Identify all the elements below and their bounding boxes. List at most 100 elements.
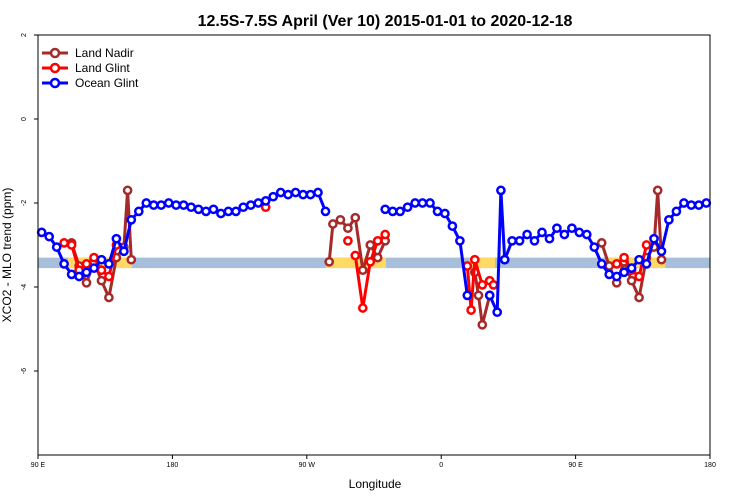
data-point-land-glint	[634, 271, 644, 282]
data-point-ocean-glint	[171, 200, 181, 210]
data-point-land-nadir	[634, 292, 644, 303]
x-tick-label: 90 E	[31, 462, 46, 469]
data-point-ocean-glint	[387, 206, 398, 217]
data-point-land-glint	[96, 265, 107, 276]
data-point-ocean-glint	[260, 196, 271, 206]
data-point-land-nadir	[104, 292, 114, 303]
data-point-land-glint	[350, 250, 361, 261]
data-point-land-nadir	[350, 212, 361, 223]
legend-label-ocean-glint: Ocean Glint	[75, 76, 139, 90]
data-point-ocean-glint	[440, 208, 450, 219]
data-point-land-glint	[89, 252, 99, 263]
data-point-land-glint	[380, 229, 391, 240]
data-point-land-glint	[372, 235, 383, 246]
data-point-land-nadir	[96, 275, 107, 286]
data-point-ocean-glint	[313, 187, 323, 198]
data-point-ocean-glint	[455, 235, 465, 246]
data-point-ocean-glint	[156, 200, 167, 210]
data-point-ocean-glint	[148, 200, 159, 210]
y-axis-ticks: 2 0 -2 -4 -6	[21, 33, 38, 374]
data-point-ocean-glint	[496, 185, 506, 196]
data-point-land-nadir	[656, 254, 667, 265]
data-point-ocean-glint	[193, 204, 204, 215]
data-point-ocean-glint	[104, 259, 114, 269]
data-point-land-glint	[343, 235, 353, 246]
data-point-ocean-glint	[425, 198, 435, 208]
y-tick-label: -4	[21, 284, 28, 290]
data-point-ocean-glint	[163, 198, 174, 208]
series-ocean-glint	[36, 185, 712, 318]
data-point-ocean-glint	[89, 263, 99, 273]
data-point-ocean-glint	[611, 271, 622, 282]
legend: Land Nadir Land Glint Ocean Glint	[42, 46, 139, 90]
data-point-ocean-glint	[96, 254, 107, 265]
legend-marker-land-glint	[49, 62, 61, 74]
x-tick-label: 90 W	[299, 462, 316, 469]
data-point-land-glint	[357, 303, 368, 313]
land-band-3	[469, 257, 495, 269]
data-point-land-glint	[365, 256, 376, 267]
data-point-ocean-glint	[552, 223, 562, 234]
data-point-land-glint	[641, 240, 652, 250]
data-point-land-glint	[488, 280, 499, 290]
legend-item-land-nadir: Land Nadir	[42, 46, 134, 60]
data-point-land-nadir	[81, 277, 92, 288]
data-point-ocean-glint	[581, 229, 592, 240]
data-point-ocean-glint	[679, 198, 689, 208]
data-point-ocean-glint	[238, 202, 249, 213]
y-tick-label: 0	[21, 117, 28, 121]
data-point-ocean-glint	[81, 267, 92, 278]
data-point-ocean-glint	[664, 214, 674, 225]
data-point-ocean-glint	[208, 204, 219, 215]
data-point-land-glint	[81, 259, 92, 269]
data-point-ocean-glint	[290, 187, 301, 198]
legend-label-land-glint: Land Glint	[75, 61, 130, 75]
data-point-ocean-glint	[66, 269, 77, 280]
data-point-ocean-glint	[36, 227, 47, 238]
data-point-ocean-glint	[216, 208, 226, 219]
data-point-ocean-glint	[223, 206, 234, 217]
data-point-ocean-glint	[619, 267, 629, 278]
plot-series	[36, 185, 712, 330]
data-point-ocean-glint	[641, 259, 652, 269]
data-point-ocean-glint	[51, 242, 62, 252]
data-point-ocean-glint	[410, 198, 420, 208]
data-point-ocean-glint	[589, 242, 600, 252]
data-point-ocean-glint	[604, 269, 615, 280]
data-point-land-nadir	[126, 254, 137, 265]
data-point-land-nadir	[372, 252, 383, 263]
data-point-ocean-glint	[275, 187, 286, 198]
legend-marker-land-nadir	[49, 47, 61, 59]
data-point-ocean-glint	[395, 206, 405, 217]
y-axis-label: XCO2 - MLO trend (ppm)	[0, 188, 14, 323]
data-point-ocean-glint	[305, 189, 316, 200]
data-point-land-nadir	[335, 214, 346, 225]
legend-label-land-nadir: Land Nadir	[75, 46, 134, 60]
data-point-ocean-glint	[649, 233, 659, 244]
data-point-ocean-glint	[447, 221, 458, 231]
data-point-ocean-glint	[626, 263, 637, 273]
data-point-land-nadir	[343, 223, 353, 234]
y-tick-label: -6	[21, 368, 28, 374]
data-point-land-glint	[469, 254, 480, 265]
y-tick-label: 2	[21, 33, 28, 37]
data-point-ocean-glint	[559, 229, 570, 240]
data-point-land-glint	[611, 259, 622, 269]
data-point-ocean-glint	[201, 206, 211, 217]
data-point-ocean-glint	[141, 198, 152, 208]
data-point-land-nadir	[626, 275, 637, 286]
legend-item-land-glint: Land Glint	[42, 61, 130, 75]
data-point-ocean-glint	[268, 191, 279, 202]
data-point-land-nadir	[365, 240, 376, 250]
x-tick-label: 0	[439, 462, 443, 469]
data-point-ocean-glint	[686, 200, 697, 210]
data-point-ocean-glint	[567, 223, 577, 234]
data-point-ocean-glint	[133, 206, 144, 217]
data-point-ocean-glint	[634, 254, 644, 265]
x-tick-label: 180	[167, 462, 179, 469]
x-tick-label: 90 E	[568, 462, 583, 469]
data-point-land-nadir	[122, 185, 133, 196]
series-line-ocean-glint-3	[503, 201, 707, 278]
x-axis-label: Longitude	[349, 477, 402, 491]
